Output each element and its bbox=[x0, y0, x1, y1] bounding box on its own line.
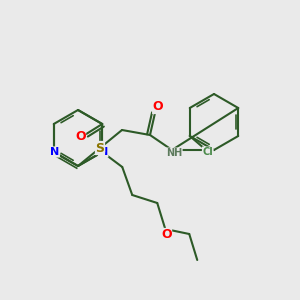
Text: O: O bbox=[153, 100, 163, 113]
Text: O: O bbox=[161, 229, 172, 242]
Text: N: N bbox=[99, 147, 108, 157]
Text: S: S bbox=[95, 142, 104, 154]
Text: O: O bbox=[75, 130, 86, 142]
Text: NH: NH bbox=[166, 148, 182, 158]
Text: Cl: Cl bbox=[202, 147, 213, 157]
Text: N: N bbox=[50, 147, 59, 157]
